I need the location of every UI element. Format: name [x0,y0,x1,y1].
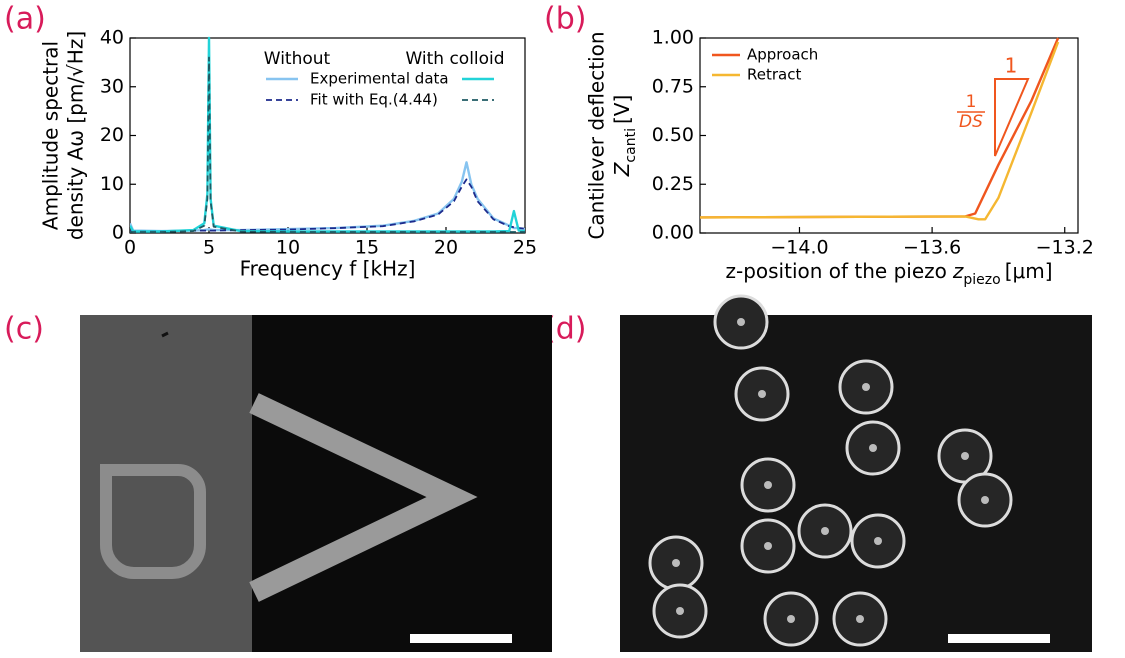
x-axis-label-part: z [952,259,964,283]
series-line [130,161,525,233]
legend-label: Approach [747,46,818,64]
y-tick-label: 20 [100,124,124,146]
particle-core [856,615,864,623]
y-tick-label: 30 [100,75,124,97]
particle-core [821,527,829,535]
x-axis-label: Frequency f [kHz] [240,257,416,281]
series-line [700,41,1060,221]
x-tick-label: −13.6 [903,237,961,259]
y-tick-label: 1.00 [652,27,694,49]
x-tick-label: −13.2 [1036,237,1094,259]
y-tick-label: 0.50 [652,124,694,146]
y-axis-label: density Aω [pm/√Hz] [64,31,88,240]
particle-core [787,615,795,623]
x-axis-label-part: z-position of the piezo [725,259,946,283]
particle-core [758,390,766,398]
legend-label: Experimental data [310,70,449,88]
particle-core [737,318,745,326]
particle-core [862,383,870,391]
particle-core [981,496,989,504]
slope-triangle [994,78,1030,157]
series-line [130,178,525,232]
y-axis-label: Cantilever deflection [585,31,609,239]
legend-header: Without [264,49,331,69]
y-axis-label-part: canti [623,128,639,163]
plot-frame [129,37,526,234]
x-tick-label: 0 [124,237,136,259]
panel-label: (b) [544,2,586,37]
x-tick-label: 5 [203,237,215,259]
y-axis-label: Zcanti [V] [610,95,640,178]
x-tick-label: 25 [513,237,537,259]
legend-header: With colloid [405,49,504,69]
particle-core [874,537,882,545]
particle-core [672,559,680,567]
y-axis-label-part: [V] [610,95,634,124]
x-axis-label-part: [μm] [1005,259,1053,283]
slope-run: 1 [1005,54,1018,78]
x-tick-label: −14.0 [770,237,828,259]
panel-label: (c) [4,312,44,347]
particle-core [869,444,877,452]
y-axis-label: Amplitude spectral [39,41,63,230]
micrograph-d [620,294,1092,652]
x-tick-label: 20 [434,237,458,259]
particle-core [676,607,684,615]
slope-num: 1 [966,92,977,112]
x-tick-label: 15 [355,237,379,259]
legend-label: Fit with Eq.(4.44) [310,91,438,109]
y-tick-label: 0 [112,222,124,244]
panel-label: (a) [4,2,46,37]
x-axis-label-part: piezo [963,272,1000,288]
legend-label: Retract [747,66,801,84]
plot-frame [699,37,1079,234]
slope-den: DS [959,112,983,132]
particle-core [764,481,772,489]
series-line [130,56,525,233]
micrograph-c [80,315,552,652]
y-tick-label: 10 [100,173,124,195]
y-tick-label: 0.75 [652,75,694,97]
y-tick-label: 0.00 [652,222,694,244]
x-tick-label: 10 [276,237,300,259]
x-axis-label: z-position of the piezo zpiezo [μm] [725,259,1052,289]
y-tick-label: 40 [100,27,124,49]
y-axis-label-part: Z [610,161,634,177]
y-tick-label: 0.25 [652,173,694,195]
particle-core [764,542,772,550]
particle-core [961,452,969,460]
